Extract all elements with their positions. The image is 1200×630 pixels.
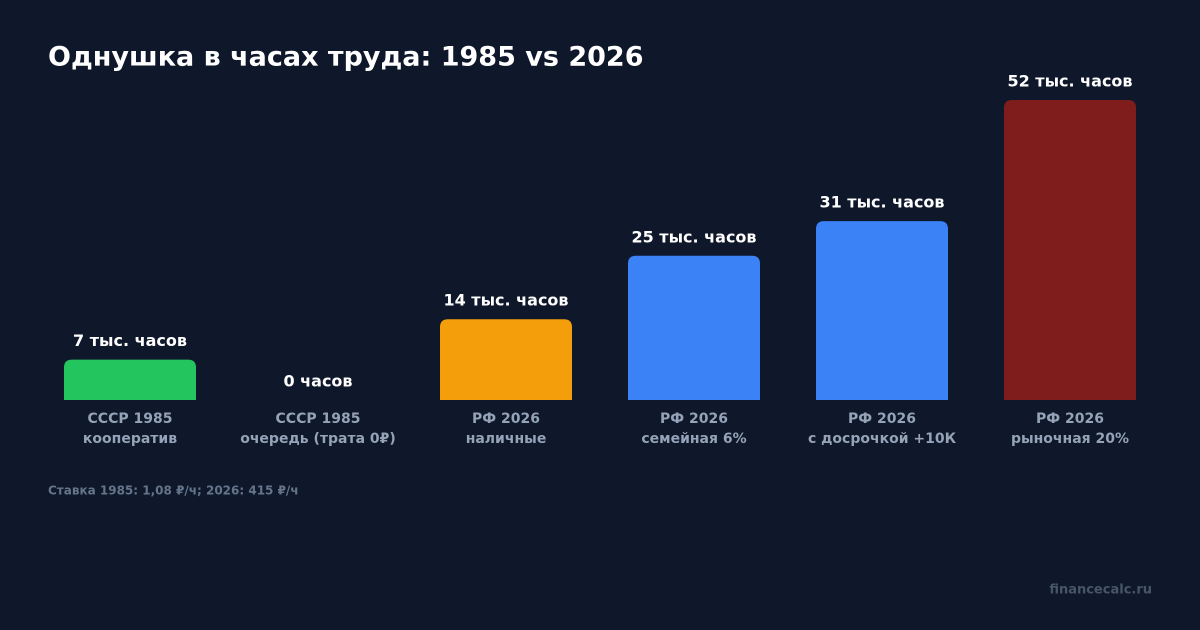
x-tick-label: с досрочкой +10К	[808, 431, 957, 447]
value-label: 25 тыс. часов	[631, 227, 756, 246]
bar	[440, 319, 572, 400]
value-label: 0 часов	[283, 372, 352, 391]
x-tick-label: наличные	[466, 431, 547, 447]
bar	[64, 359, 196, 400]
bar	[1004, 100, 1136, 400]
note: Ставка 1985: 1,08 ₽/ч; 2026: 415 ₽/ч	[48, 484, 299, 498]
x-tick-label: рыночная 20%	[1011, 431, 1129, 447]
value-label: 52 тыс. часов	[1007, 72, 1132, 91]
value-label: 7 тыс. часов	[73, 331, 187, 350]
x-tick-label: семейная 6%	[641, 431, 746, 447]
x-tick-label: кооператив	[83, 431, 177, 447]
value-label: 14 тыс. часов	[443, 291, 568, 310]
value-label: 31 тыс. часов	[819, 193, 944, 212]
x-tick-label: очередь (трата 0₽)	[240, 431, 396, 447]
x-tick-label: РФ 2026	[1036, 411, 1104, 427]
x-tick-label: РФ 2026	[848, 411, 916, 427]
x-tick-label: РФ 2026	[472, 411, 540, 427]
chart-title: Однушка в часах труда: 1985 vs 2026	[48, 42, 643, 73]
x-tick-label: СССР 1985	[88, 411, 173, 427]
source: financecalc.ru	[1049, 583, 1152, 598]
x-tick-label: РФ 2026	[660, 411, 728, 427]
bar	[816, 221, 948, 400]
x-tick-label: СССР 1985	[276, 411, 361, 427]
bar	[628, 255, 760, 400]
